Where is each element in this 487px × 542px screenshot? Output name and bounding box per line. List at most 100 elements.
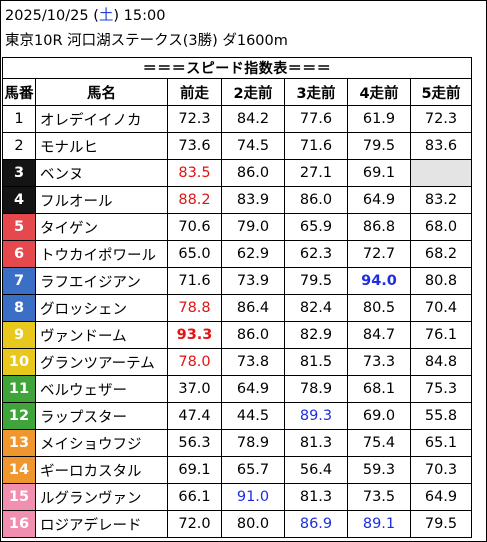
- speed-index-cell: 73.5: [347, 483, 411, 511]
- speed-index-cell: 71.6: [167, 267, 222, 295]
- speed-index-cell: 75.3: [410, 375, 472, 403]
- horse-number-cell: 6: [2, 240, 36, 268]
- weekday-label: 土: [98, 8, 114, 24]
- horse-name-cell: フルオール: [35, 186, 168, 214]
- speed-index-cell: 65.1: [410, 429, 472, 457]
- speed-index-cell: 55.8: [410, 402, 472, 430]
- speed-index-cell: 62.9: [221, 240, 285, 268]
- speed-index-cell: 86.4: [221, 294, 285, 322]
- horse-name-cell: タイゲン: [35, 213, 168, 241]
- horse-number-cell: 12: [2, 402, 36, 430]
- table-row: 8 グロッシェン 78.8 86.4 82.4 80.5 70.4: [2, 294, 472, 322]
- speed-index-cell: 86.0: [221, 159, 285, 187]
- table-title-row: ＝＝＝スピード指数表＝＝＝: [2, 57, 472, 79]
- horse-name-cell: ラフエイジアン: [35, 267, 168, 295]
- table-row: 11 ベルウェザー 37.0 64.9 78.9 68.1 75.3: [2, 375, 472, 403]
- speed-index-cell: 69.0: [347, 402, 411, 430]
- speed-index-cell: 27.1: [284, 159, 348, 187]
- speed-index-cell: 73.6: [167, 132, 222, 160]
- horse-number-cell: 14: [2, 456, 36, 484]
- table-row: 10 グランツアーテム 78.0 73.8 81.5 73.3 84.8: [2, 348, 472, 376]
- header-5-races-ago: 5走前: [410, 78, 472, 106]
- speed-index-cell: 72.7: [347, 240, 411, 268]
- race-time: 15:00: [123, 8, 166, 24]
- speed-index-cell: 84.2: [221, 105, 285, 133]
- speed-index-cell: 80.0: [221, 510, 285, 538]
- speed-index-cell: 70.6: [167, 213, 222, 241]
- speed-index-cell: 83.6: [410, 132, 472, 160]
- speed-index-cell: 65.0: [167, 240, 222, 268]
- speed-index-cell: 72.3: [167, 105, 222, 133]
- speed-index-cell: 47.4: [167, 402, 222, 430]
- speed-index-cell: 76.1: [410, 321, 472, 349]
- speed-index-cell: 75.4: [347, 429, 411, 457]
- weekday-close-paren: ): [113, 8, 120, 24]
- speed-index-cell: 88.2: [167, 186, 222, 214]
- speed-index-cell: [410, 159, 472, 187]
- horse-name-cell: ルグランヴァン: [35, 483, 168, 511]
- speed-index-cell: 59.3: [347, 456, 411, 484]
- speed-index-cell: 79.5: [410, 510, 472, 538]
- speed-index-cell: 56.4: [284, 456, 348, 484]
- race-title: 東京10R 河口湖ステークス(3勝) ダ1600m: [5, 33, 288, 49]
- speed-index-cell: 82.9: [284, 321, 348, 349]
- horse-number-cell: 2: [2, 132, 36, 160]
- header-horse-name: 馬名: [35, 78, 168, 106]
- speed-index-cell: 82.4: [284, 294, 348, 322]
- header-4-races-ago: 4走前: [347, 78, 411, 106]
- horse-name-cell: トウカイポワール: [35, 240, 168, 268]
- horse-number-cell: 16: [2, 510, 36, 538]
- speed-index-cell: 65.9: [284, 213, 348, 241]
- speed-index-cell: 78.8: [167, 294, 222, 322]
- speed-index-cell: 86.9: [284, 510, 348, 538]
- speed-index-cell: 83.9: [221, 186, 285, 214]
- speed-index-cell: 70.3: [410, 456, 472, 484]
- table-row: 4 フルオール 88.2 83.9 86.0 64.9 83.2: [2, 186, 472, 214]
- table-row: 2 モナルヒ 73.6 74.5 71.6 79.5 83.6: [2, 132, 472, 160]
- speed-index-cell: 94.0: [347, 267, 411, 295]
- speed-index-cell: 89.3: [284, 402, 348, 430]
- speed-index-cell: 77.6: [284, 105, 348, 133]
- speed-index-cell: 78.0: [167, 348, 222, 376]
- horse-name-cell: モナルヒ: [35, 132, 168, 160]
- speed-index-cell: 89.1: [347, 510, 411, 538]
- speed-index-cell: 81.3: [284, 483, 348, 511]
- horse-name-cell: オレデイイノカ: [35, 105, 168, 133]
- horse-number-cell: 7: [2, 267, 36, 295]
- table-row: 1 オレデイイノカ 72.3 84.2 77.6 61.9 72.3: [2, 105, 472, 133]
- speed-index-cell: 64.9: [347, 186, 411, 214]
- speed-index-cell: 73.3: [347, 348, 411, 376]
- speed-index-cell: 44.5: [221, 402, 285, 430]
- horse-name-cell: ベンヌ: [35, 159, 168, 187]
- horse-number-cell: 5: [2, 213, 36, 241]
- speed-index-cell: 69.1: [167, 456, 222, 484]
- speed-index-cell: 81.5: [284, 348, 348, 376]
- header-horse-number: 馬番: [2, 78, 36, 106]
- speed-index-cell: 64.9: [221, 375, 285, 403]
- speed-index-cell: 61.9: [347, 105, 411, 133]
- weekday-open-paren: (: [93, 8, 99, 24]
- horse-number-cell: 9: [2, 321, 36, 349]
- speed-index-cell: 68.1: [347, 375, 411, 403]
- horse-number-cell: 11: [2, 375, 36, 403]
- horse-number-cell: 15: [2, 483, 36, 511]
- speed-index-cell: 66.1: [167, 483, 222, 511]
- speed-index-cell: 83.2: [410, 186, 472, 214]
- speed-index-cell: 91.0: [221, 483, 285, 511]
- header-3-races-ago: 3走前: [284, 78, 348, 106]
- speed-index-cell: 62.3: [284, 240, 348, 268]
- table-row: 6 トウカイポワール 65.0 62.9 62.3 72.7 68.2: [2, 240, 472, 268]
- horse-name-cell: ギーロカスタル: [35, 456, 168, 484]
- table-row: 12 ラップスター 47.4 44.5 89.3 69.0 55.8: [2, 402, 472, 430]
- horse-number-cell: 10: [2, 348, 36, 376]
- table-row: 9 ヴァンドーム 93.3 86.0 82.9 84.7 76.1: [2, 321, 472, 349]
- speed-index-cell: 74.5: [221, 132, 285, 160]
- speed-index-cell: 65.7: [221, 456, 285, 484]
- speed-index-cell: 84.8: [410, 348, 472, 376]
- speed-index-cell: 72.3: [410, 105, 472, 133]
- race-datetime: 2025/10/25 (土) 15:00: [5, 7, 165, 25]
- table-title: ＝＝＝スピード指数表＝＝＝: [2, 57, 472, 79]
- speed-index-cell: 80.8: [410, 267, 472, 295]
- speed-index-cell: 73.9: [221, 267, 285, 295]
- horse-number-cell: 1: [2, 105, 36, 133]
